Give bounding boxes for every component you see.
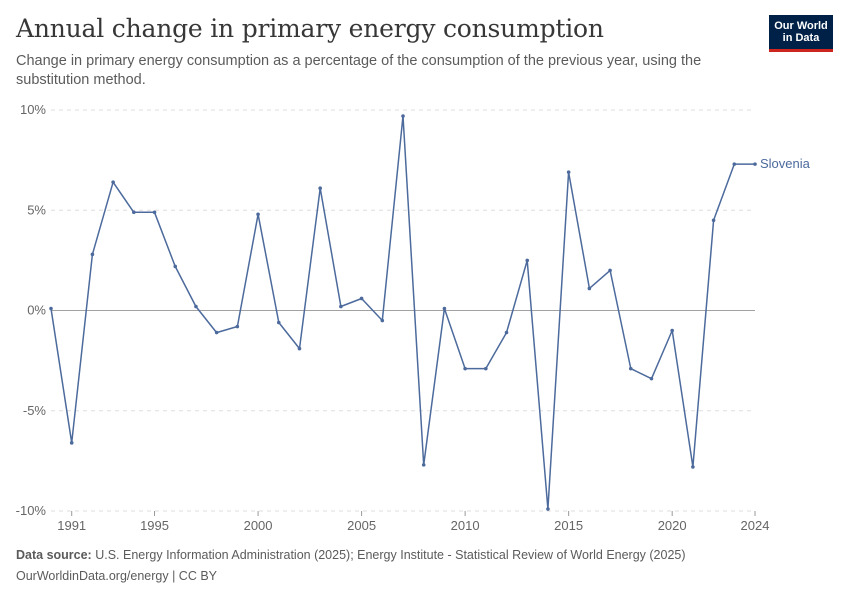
data-point[interactable]	[111, 180, 115, 184]
data-point[interactable]	[753, 162, 757, 166]
y-tick-label: 0%	[27, 303, 46, 318]
data-point[interactable]	[442, 306, 447, 311]
data-point[interactable]	[276, 320, 281, 325]
data-point[interactable]	[173, 264, 178, 269]
chart-subtitle: Change in primary energy consumption as …	[16, 53, 702, 88]
data-point[interactable]	[359, 296, 364, 301]
data-point[interactable]	[566, 170, 571, 174]
data-point[interactable]	[49, 306, 53, 311]
data-point[interactable]	[463, 366, 467, 371]
data-point[interactable]	[711, 218, 716, 223]
x-tick-label: 1995	[140, 518, 169, 533]
data-source-text: U.S. Energy Information Administration (…	[95, 548, 686, 562]
x-tick-label: 2005	[347, 518, 376, 533]
data-point[interactable]	[732, 162, 737, 166]
x-tick-label: 1991	[57, 518, 86, 533]
data-point[interactable]	[587, 286, 592, 291]
data-point[interactable]	[401, 114, 405, 118]
series-layer: Slovenia	[49, 114, 811, 511]
logo-line-2: in Data	[782, 32, 820, 44]
series-label: Slovenia	[760, 156, 811, 171]
x-tick-label: 2010	[451, 518, 480, 533]
x-tick-label: 2000	[244, 518, 273, 533]
logo-line-1: Our World	[774, 20, 828, 32]
data-point[interactable]	[525, 258, 530, 263]
x-tick-label: 2015	[554, 518, 583, 533]
data-point[interactable]	[484, 366, 488, 371]
data-point[interactable]	[214, 330, 219, 335]
data-point[interactable]	[90, 252, 95, 257]
data-point[interactable]	[194, 304, 198, 309]
data-point[interactable]	[421, 463, 426, 467]
data-point[interactable]	[380, 318, 385, 323]
chart-title: Annual change in primary energy consumpt…	[16, 14, 604, 43]
data-point[interactable]	[546, 507, 550, 511]
series-line-slovenia[interactable]	[50, 115, 755, 510]
footer-link[interactable]: OurWorldinData.org/energy | CC BY	[16, 569, 218, 583]
data-point[interactable]	[69, 441, 74, 445]
data-point[interactable]	[670, 328, 674, 333]
data-point[interactable]	[608, 268, 612, 273]
data-point[interactable]	[628, 366, 633, 371]
x-tick-label: 2024	[741, 518, 770, 533]
y-tick-label: 10%	[20, 102, 46, 117]
data-point[interactable]	[256, 212, 260, 217]
data-point[interactable]	[297, 346, 302, 351]
axis-layer: -10% -5% 0% 5% 10% 1991 1995 2000 2005 2010 2015 20…	[16, 102, 770, 533]
data-point[interactable]	[152, 210, 157, 215]
owid-logo[interactable]: Our World in Data	[769, 15, 833, 52]
y-tick-label: -10%	[16, 503, 47, 518]
data-point[interactable]	[318, 186, 322, 190]
y-tick-label: 5%	[27, 202, 46, 217]
data-source: Data source: U.S. Energy Information Adm…	[16, 548, 686, 562]
data-point[interactable]	[235, 324, 240, 329]
data-source-label: Data source:	[16, 548, 92, 562]
data-point[interactable]	[339, 304, 343, 309]
x-tick-label: 2020	[658, 518, 687, 533]
data-point[interactable]	[691, 465, 695, 469]
grid-layer	[51, 109, 755, 512]
data-point[interactable]	[132, 210, 136, 215]
data-point[interactable]	[504, 330, 509, 335]
data-point[interactable]	[649, 376, 654, 381]
y-tick-label: -5%	[23, 403, 47, 418]
